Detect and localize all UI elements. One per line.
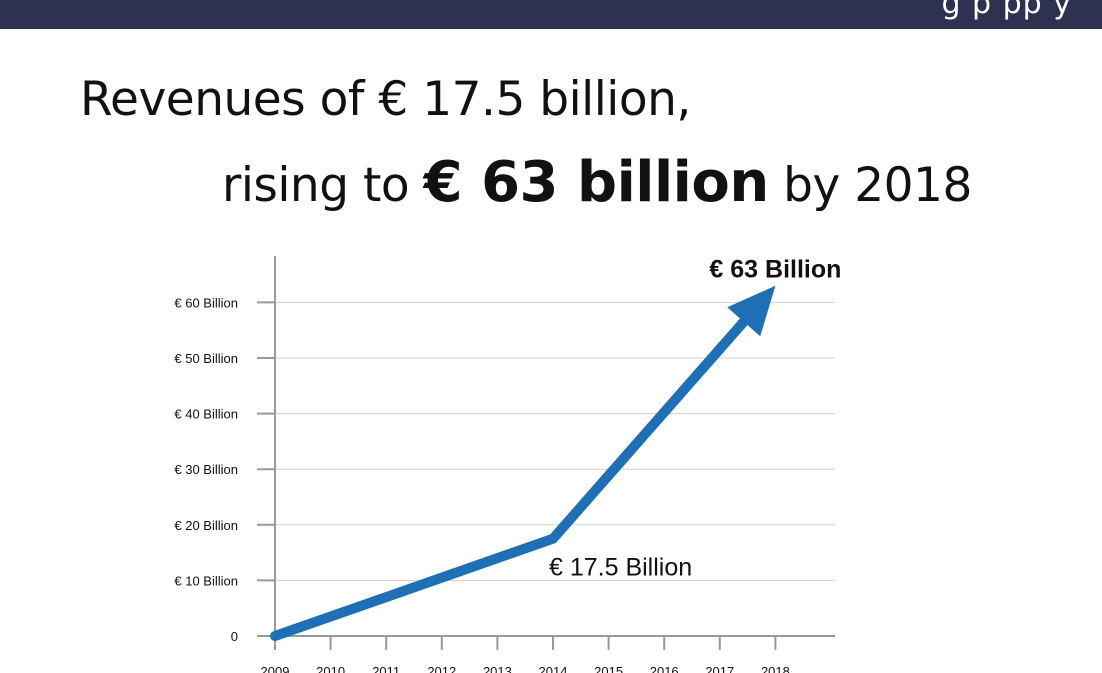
- headline-line-2-suffix: by 2018: [768, 158, 972, 213]
- y-tick-label: € 30 Billion: [174, 462, 238, 477]
- data-point: [551, 536, 555, 541]
- top-banner: g p pp y: [0, 0, 1102, 29]
- x-tick-label: 2012: [427, 664, 456, 673]
- y-tick-label: € 20 Billion: [174, 518, 238, 533]
- headline-line-2-prefix: rising to: [222, 158, 424, 213]
- x-tick-label: 2015: [594, 664, 623, 673]
- x-tick-label: 2018: [761, 664, 790, 673]
- y-tick-label: € 40 Billion: [174, 407, 238, 422]
- series-line: [270, 312, 753, 641]
- x-tick-label: 2014: [539, 664, 568, 673]
- x-tick-label: 2013: [483, 664, 512, 673]
- y-tick-label: € 60 Billion: [174, 295, 238, 310]
- headline-line-2: rising to € 63 billion by 2018: [222, 150, 972, 215]
- x-tick-label: 2011: [372, 664, 400, 673]
- x-tick-label: 2009: [261, 664, 290, 673]
- x-tick-label: 2016: [650, 664, 679, 673]
- headline-line-1: Revenues of € 17.5 billion,: [80, 72, 691, 127]
- data-label-mid: € 17.5 Billion: [549, 554, 692, 582]
- banner-text: g p pp y: [941, 0, 1072, 21]
- y-tick-label: € 50 Billion: [174, 351, 238, 366]
- data-label-end: € 63 Billion: [709, 256, 841, 284]
- x-tick-label: 2017: [705, 664, 734, 673]
- y-tick-label: € 10 Billion: [174, 573, 238, 588]
- y-tick-label: 0: [231, 629, 238, 644]
- headline-emphasis: € 63 billion: [423, 150, 770, 215]
- x-tick-label: 2010: [316, 664, 345, 673]
- data-point: [273, 634, 277, 638]
- arrow-head: [727, 285, 776, 337]
